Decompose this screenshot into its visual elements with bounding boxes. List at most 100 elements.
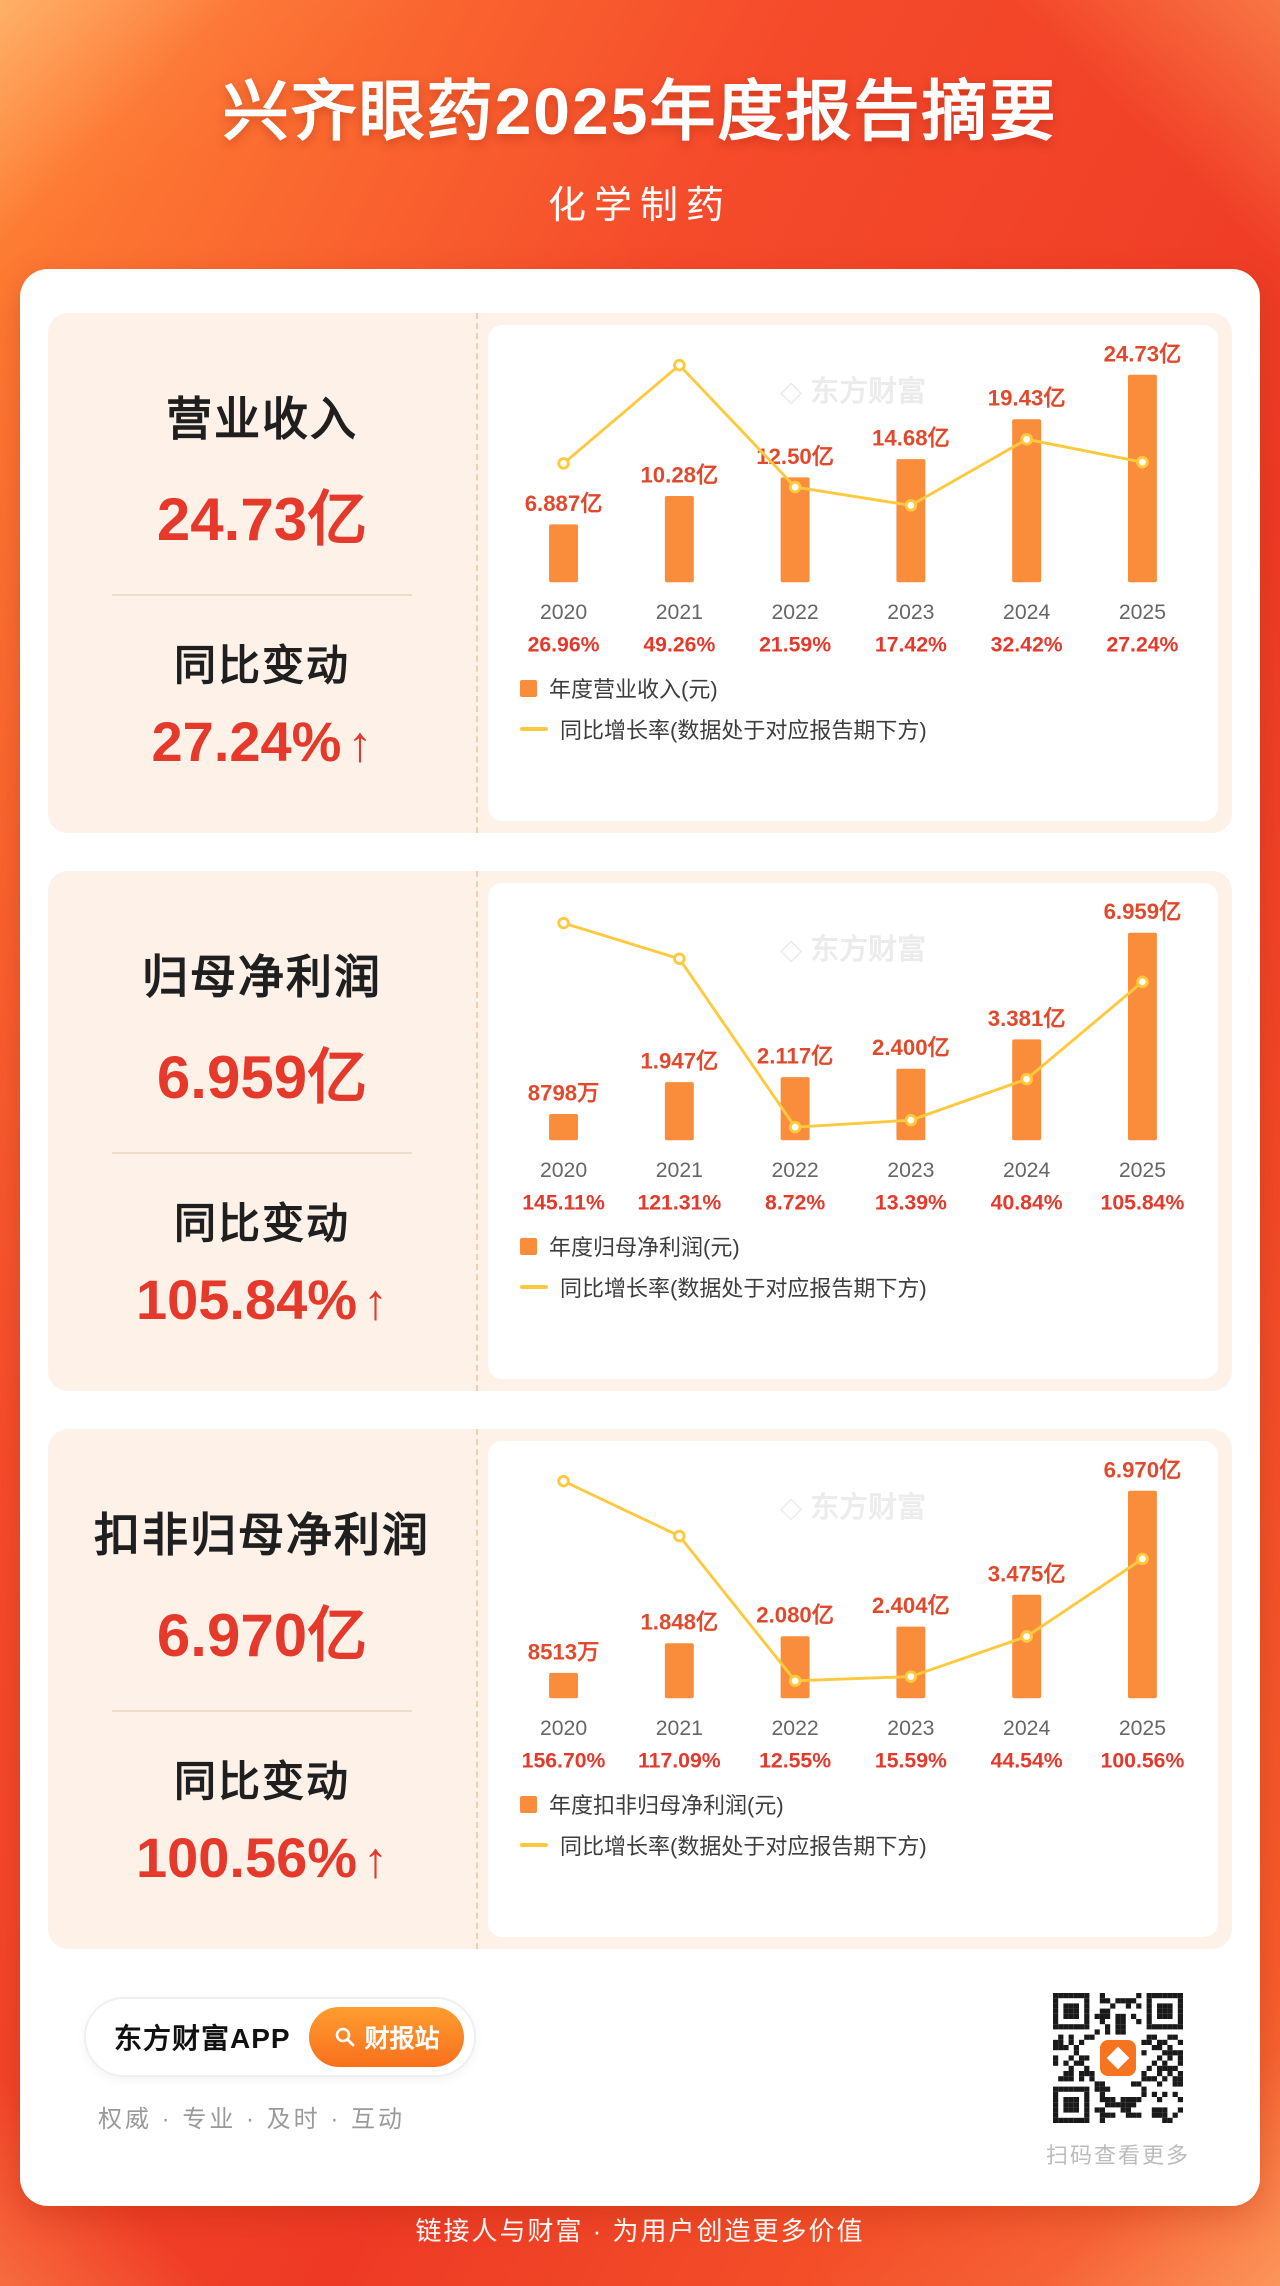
svg-text:21.59%: 21.59% xyxy=(759,634,831,657)
svg-text:2.117亿: 2.117亿 xyxy=(757,1044,834,1069)
svg-text:3.381亿: 3.381亿 xyxy=(988,1006,1066,1031)
svg-text:44.54%: 44.54% xyxy=(991,1750,1063,1773)
svg-text:2025: 2025 xyxy=(1119,1717,1166,1740)
change-percent: 100.56% xyxy=(135,1826,358,1889)
svg-text:8513万: 8513万 xyxy=(528,1639,600,1664)
svg-text:2023: 2023 xyxy=(887,1717,934,1740)
svg-text:100.56%: 100.56% xyxy=(1101,1750,1185,1773)
up-arrow-icon: ↑ xyxy=(363,1832,389,1888)
change-label: 同比变动 xyxy=(173,1200,350,1247)
svg-text:117.09%: 117.09% xyxy=(638,1750,721,1773)
legend-line-label: 同比增长率(数据处于对应报告期下方) xyxy=(560,1834,927,1860)
bar-line-chart: ◇ 东方财富 8513万 1.848亿 2.080亿 2.404亿 3.475亿 6.97… xyxy=(496,1457,1210,1779)
legend-bar-label: 年度扣非归母净利润(元) xyxy=(549,1793,784,1819)
svg-text:1.848亿: 1.848亿 xyxy=(640,1610,718,1635)
svg-text:49.26%: 49.26% xyxy=(643,634,715,657)
line-legend-swatch xyxy=(520,1843,548,1848)
legend-bar-label: 年度营业收入(元) xyxy=(549,677,718,703)
metric-value: 6.970亿 xyxy=(156,1602,368,1669)
svg-text:2022: 2022 xyxy=(772,1159,819,1182)
svg-text:12.55%: 12.55% xyxy=(759,1750,831,1773)
metric-title: 营业收入 xyxy=(166,393,358,445)
svg-text:◇ 东方财富: ◇ 东方财富 xyxy=(780,933,926,966)
svg-text:6.970亿: 6.970亿 xyxy=(1104,1457,1182,1482)
chart-legend: 年度归母净利润(元) 同比增长率(数据处于对应报告期下方) xyxy=(520,1230,1210,1303)
search-icon xyxy=(335,2027,354,2047)
svg-text:2022: 2022 xyxy=(772,1717,819,1740)
bar-legend-swatch xyxy=(520,1795,537,1813)
metric-title: 扣非归母净利润 xyxy=(94,1509,430,1561)
chart-legend: 年度营业收入(元) 同比增长率(数据处于对应报告期下方) xyxy=(520,672,1210,745)
svg-text:3.475亿: 3.475亿 xyxy=(988,1561,1066,1586)
svg-text:15.59%: 15.59% xyxy=(875,1750,947,1773)
svg-text:24.73亿: 24.73亿 xyxy=(1104,341,1182,366)
svg-text:2023: 2023 xyxy=(887,1159,934,1182)
footer-left: 东方财富APP 财报站 权威 · 专业 · 及时 · 互动 xyxy=(84,1997,476,2134)
chart-panel: ◇ 东方财富 8798万 1.947亿 2.117亿 2.400亿 3.381亿 6.95… xyxy=(488,883,1218,1379)
svg-text:6.959亿: 6.959亿 xyxy=(1104,899,1182,924)
svg-text:2020: 2020 xyxy=(540,1717,587,1740)
svg-text:19.43亿: 19.43亿 xyxy=(988,386,1066,411)
svg-text:2020: 2020 xyxy=(540,1159,587,1182)
svg-text:◇ 东方财富: ◇ 东方财富 xyxy=(780,375,926,408)
change-value: 100.56% ↑ xyxy=(136,1825,388,1890)
svg-text:2021: 2021 xyxy=(656,1159,703,1182)
svg-text:145.11%: 145.11% xyxy=(522,1192,605,1215)
svg-text:2021: 2021 xyxy=(656,601,703,624)
svg-text:2024: 2024 xyxy=(1003,1159,1050,1182)
bar-legend-swatch xyxy=(520,679,537,697)
metric-summary: 营业收入 24.73亿 同比变动 27.24% ↑ xyxy=(48,313,478,833)
bar-line-chart: ◇ 东方财富 6.887亿 10.28亿 12.50亿 14.68亿 19.43亿 24.… xyxy=(496,341,1210,663)
legend-bar-label: 年度归母净利润(元) xyxy=(549,1235,740,1261)
svg-text:◇ 东方财富: ◇ 东方财富 xyxy=(780,1491,926,1524)
svg-text:6.887亿: 6.887亿 xyxy=(525,491,603,516)
svg-text:40.84%: 40.84% xyxy=(991,1192,1063,1215)
svg-text:12.50亿: 12.50亿 xyxy=(756,444,834,469)
change-value: 27.24% ↑ xyxy=(152,709,373,774)
metric-value: 24.73亿 xyxy=(156,486,368,553)
legend-bar-row: 年度归母净利润(元) xyxy=(520,1230,1210,1262)
chart-panel: ◇ 东方财富 8513万 1.848亿 2.080亿 2.404亿 3.475亿 6.97… xyxy=(488,1441,1218,1937)
svg-text:8798万: 8798万 xyxy=(528,1080,600,1105)
change-label: 同比变动 xyxy=(173,1758,350,1805)
svg-text:2.404亿: 2.404亿 xyxy=(872,1593,950,1618)
svg-text:2024: 2024 xyxy=(1003,601,1050,624)
main-card: 营业收入 24.73亿 同比变动 27.24% ↑ ◇ 东方财富 6.887亿 1… xyxy=(20,269,1260,2206)
report-station-button[interactable]: 财报站 xyxy=(308,2007,464,2067)
app-pill: 东方财富APP 财报站 xyxy=(84,1997,476,2077)
cards-host: 营业收入 24.73亿 同比变动 27.24% ↑ ◇ 东方财富 6.887亿 1… xyxy=(48,313,1232,1949)
page-subtitle: 化学制药 xyxy=(547,185,732,227)
svg-text:156.70%: 156.70% xyxy=(522,1750,606,1773)
svg-text:32.42%: 32.42% xyxy=(991,634,1063,657)
bottom-tagline: 链接人与财富 · 为用户创造更多价值 xyxy=(415,2216,865,2246)
metric-value: 6.959亿 xyxy=(156,1044,368,1111)
svg-text:105.84%: 105.84% xyxy=(1101,1192,1185,1215)
change-percent: 105.84% xyxy=(135,1268,358,1331)
metric-card: 扣非归母净利润 6.970亿 同比变动 100.56% ↑ ◇ 东方财富 851… xyxy=(48,1429,1232,1949)
legend-bar-row: 年度扣非归母净利润(元) xyxy=(520,1788,1210,1820)
change-label: 同比变动 xyxy=(173,642,350,689)
divider xyxy=(112,594,412,596)
svg-text:2025: 2025 xyxy=(1119,1159,1166,1182)
line-legend-swatch xyxy=(520,1285,548,1290)
report-station-label: 财报站 xyxy=(364,2025,440,2053)
svg-text:13.39%: 13.39% xyxy=(875,1192,947,1215)
up-arrow-icon: ↑ xyxy=(363,1274,389,1330)
footer: 东方财富APP 财报站 权威 · 专业 · 及时 · 互动 扫码查看更多 xyxy=(48,1987,1232,2180)
line-legend-swatch xyxy=(520,727,548,732)
bar-legend-swatch xyxy=(520,1237,537,1255)
svg-text:2024: 2024 xyxy=(1003,1717,1050,1740)
legend-bar-row: 年度营业收入(元) xyxy=(520,672,1210,704)
svg-text:2022: 2022 xyxy=(772,601,819,624)
up-arrow-icon: ↑ xyxy=(347,716,373,772)
svg-text:121.31%: 121.31% xyxy=(637,1192,721,1215)
svg-text:2.080亿: 2.080亿 xyxy=(756,1603,834,1628)
svg-text:27.24%: 27.24% xyxy=(1106,634,1178,657)
svg-text:1.947亿: 1.947亿 xyxy=(640,1049,718,1074)
legend-line-row: 同比增长率(数据处于对应报告期下方) xyxy=(520,1271,1210,1303)
svg-text:2025: 2025 xyxy=(1119,601,1166,624)
change-percent: 27.24% xyxy=(151,710,342,773)
svg-text:2.400亿: 2.400亿 xyxy=(872,1035,950,1060)
metric-title: 归母净利润 xyxy=(142,951,382,1003)
